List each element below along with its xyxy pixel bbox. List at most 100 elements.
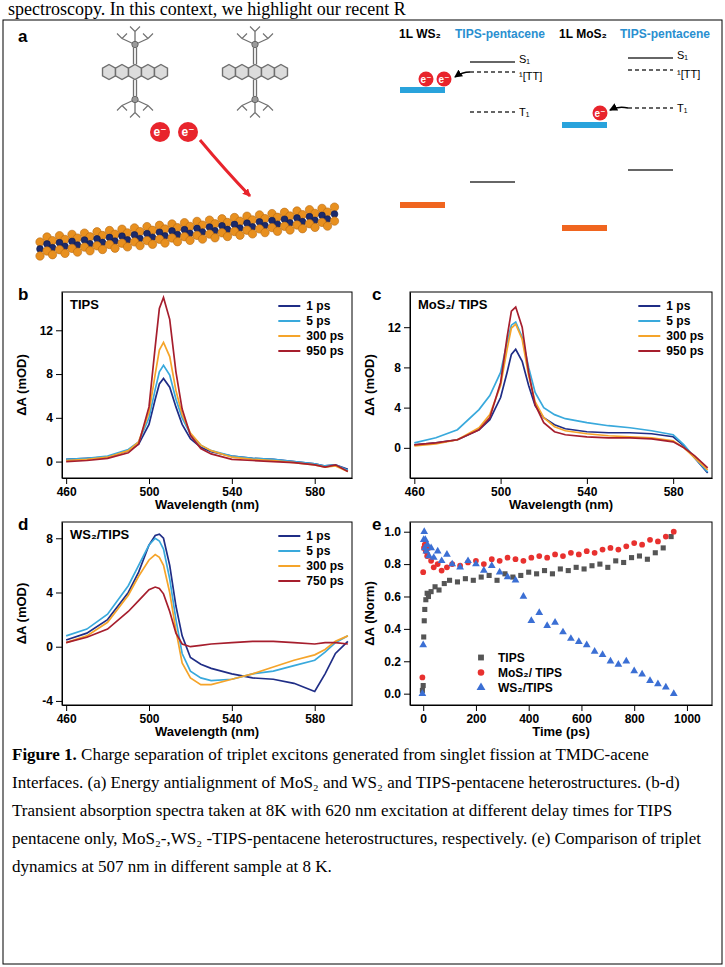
tick: 0.2 xyxy=(384,655,410,669)
point xyxy=(421,683,426,688)
energy-level xyxy=(628,169,673,170)
point xyxy=(520,592,528,599)
tick-label: 460 xyxy=(57,485,77,499)
atom xyxy=(136,241,144,249)
point xyxy=(422,618,427,623)
electron-label: e⁻ xyxy=(181,125,194,139)
point xyxy=(551,618,559,625)
point xyxy=(567,634,575,641)
panel-label: a xyxy=(18,27,28,46)
point xyxy=(607,657,615,664)
legend-entry: 300 ps xyxy=(278,329,344,343)
point xyxy=(622,657,630,664)
point xyxy=(608,545,614,551)
atom xyxy=(186,236,194,244)
tick-label: 12 xyxy=(40,324,54,338)
atom xyxy=(37,246,44,253)
tick-mark xyxy=(404,448,410,449)
point xyxy=(426,594,431,599)
figure-border xyxy=(3,20,722,964)
legend-swatch xyxy=(477,682,486,690)
series-line xyxy=(66,534,348,691)
tick-mark xyxy=(56,647,62,648)
point xyxy=(472,560,480,567)
tick: 0.8 xyxy=(384,557,410,571)
point xyxy=(543,621,551,628)
point xyxy=(421,535,429,542)
atom xyxy=(161,239,169,247)
legend-swatch xyxy=(638,350,660,352)
legend-entry: 1 ps xyxy=(278,529,330,543)
axis-line xyxy=(411,478,713,479)
energy-level xyxy=(470,61,515,62)
material-label: 1L WS₂ xyxy=(399,27,441,41)
legend-swatch xyxy=(278,320,300,322)
ring xyxy=(223,65,236,80)
tick-label: 1.0 xyxy=(384,525,401,539)
level-label: S₁ xyxy=(519,53,530,65)
y-axis-title: ΔA (mOD) xyxy=(14,354,29,416)
point xyxy=(455,579,460,584)
plot-area xyxy=(66,297,348,471)
transfer-arrow xyxy=(455,72,470,77)
energy-level xyxy=(628,69,673,70)
point xyxy=(528,555,534,561)
ring xyxy=(154,65,167,80)
point xyxy=(513,556,519,562)
legend-label: 300 ps xyxy=(666,329,704,343)
electron-label: e⁻ xyxy=(153,125,166,139)
point xyxy=(638,670,646,677)
bond xyxy=(122,34,127,39)
legend-label: 5 ps xyxy=(666,314,690,328)
chart-title: MoS₂/ TIPS xyxy=(418,297,488,312)
point xyxy=(497,558,503,564)
tick-label: 4 xyxy=(394,401,401,415)
diagram: ae⁻e⁻1L WS₂TIPS-pentaceneS₁¹[TT]T₁1L MoS… xyxy=(18,27,710,261)
caption-line: dynamics at 507 nm in different sample a… xyxy=(12,857,332,876)
bond xyxy=(237,106,242,111)
point xyxy=(419,641,427,648)
atom xyxy=(298,225,306,233)
tick: 500 xyxy=(491,478,511,499)
plot-area xyxy=(66,534,348,691)
series-line xyxy=(414,349,707,473)
point xyxy=(430,553,438,560)
tick: 540 xyxy=(222,705,242,726)
bond xyxy=(117,106,122,111)
point xyxy=(464,556,472,563)
bond xyxy=(135,27,140,32)
point xyxy=(439,568,445,574)
point xyxy=(419,689,427,696)
axis: 04812 xyxy=(40,293,63,479)
tick: 540 xyxy=(222,478,242,499)
point xyxy=(592,550,598,556)
legend-entry: 950 ps xyxy=(638,344,704,358)
ring xyxy=(141,65,154,80)
atom xyxy=(330,203,338,211)
point xyxy=(629,555,634,560)
point xyxy=(653,550,658,555)
legend-swatch xyxy=(638,320,660,322)
conduction-band xyxy=(400,87,445,93)
point xyxy=(639,542,645,548)
bond xyxy=(253,80,254,97)
point xyxy=(597,562,602,567)
tick-mark xyxy=(56,374,62,375)
x-axis-title: Wavelength (nm) xyxy=(155,497,259,512)
bond xyxy=(253,48,254,65)
panel-label: d xyxy=(18,515,28,534)
level-label: ¹[TT] xyxy=(677,68,700,80)
tick-label: -4 xyxy=(42,694,53,708)
molecule xyxy=(103,27,168,118)
tick: 1000 xyxy=(674,705,701,726)
axis: 0.00.20.40.60.81.0 xyxy=(384,523,410,706)
legend-entry: 950 ps xyxy=(278,344,344,358)
tick: 0.6 xyxy=(384,590,410,604)
valence-band xyxy=(562,225,607,231)
bond xyxy=(256,80,257,97)
conduction-band xyxy=(562,122,607,128)
point xyxy=(552,552,558,558)
tick: 0.0 xyxy=(384,687,410,701)
legend-label: 950 ps xyxy=(666,344,704,358)
tick-mark xyxy=(687,705,688,711)
